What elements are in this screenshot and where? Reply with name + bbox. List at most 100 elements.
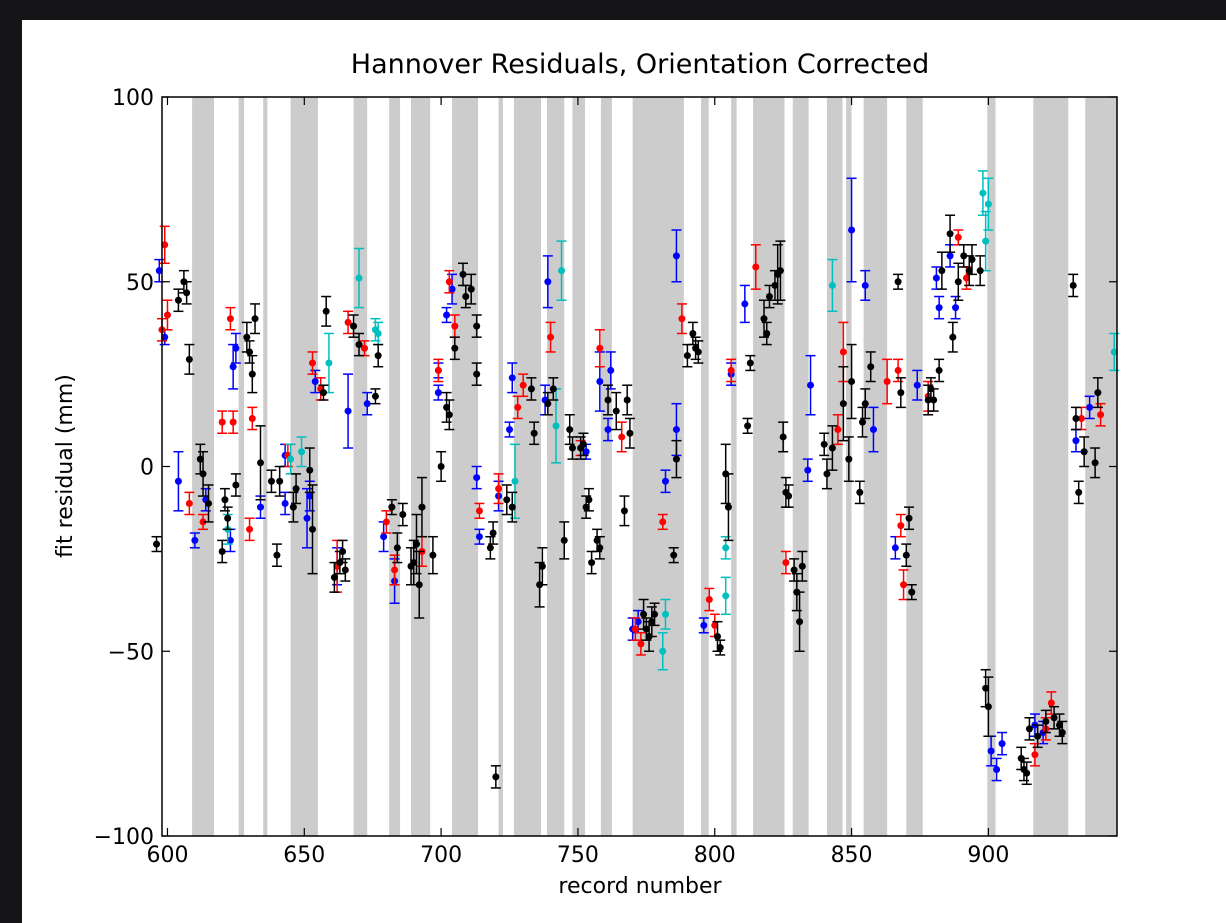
data-point — [954, 278, 962, 286]
y-tick-label: −100 — [94, 825, 154, 850]
data-point — [620, 507, 628, 515]
data-point — [267, 477, 275, 485]
data-point — [804, 466, 812, 474]
shaded-span — [792, 97, 809, 836]
data-point — [174, 477, 182, 485]
data-point — [960, 252, 968, 260]
y-tick-label: −50 — [108, 640, 154, 665]
data-point — [820, 440, 828, 448]
data-point — [257, 459, 265, 467]
data-point — [596, 544, 604, 552]
data-point — [1072, 414, 1080, 422]
data-point — [519, 381, 527, 389]
data-point — [711, 621, 719, 629]
shaded-span — [353, 97, 368, 836]
data-point — [585, 496, 593, 504]
data-point — [246, 348, 254, 356]
data-point — [251, 315, 259, 323]
data-point — [1025, 725, 1033, 733]
data-point — [226, 315, 234, 323]
data-point — [530, 429, 538, 437]
data-point — [382, 518, 390, 526]
data-point — [341, 566, 349, 574]
data-point — [371, 392, 379, 400]
data-point — [905, 514, 913, 522]
data-point — [183, 289, 191, 297]
data-point — [596, 378, 604, 386]
data-point — [727, 366, 735, 374]
shaded-span — [987, 97, 996, 836]
data-point — [161, 333, 169, 341]
data-point — [155, 267, 163, 275]
data-point — [807, 381, 815, 389]
data-point — [670, 551, 678, 559]
data-point — [306, 466, 314, 474]
data-point — [823, 470, 831, 478]
data-point — [1056, 721, 1064, 729]
data-point — [1072, 437, 1080, 445]
data-point — [596, 344, 604, 352]
data-point — [467, 285, 475, 293]
data-point — [473, 370, 481, 378]
data-point — [393, 544, 401, 552]
data-point — [648, 618, 656, 626]
data-point — [869, 426, 877, 434]
data-point — [623, 396, 631, 404]
x-tick-label: 650 — [283, 843, 325, 868]
data-point — [1050, 714, 1058, 722]
data-point — [475, 533, 483, 541]
data-point — [779, 433, 787, 441]
data-point — [475, 507, 483, 515]
data-point — [741, 300, 749, 308]
shaded-span — [906, 97, 923, 836]
data-point — [913, 381, 921, 389]
data-point — [683, 352, 691, 360]
data-point — [897, 389, 905, 397]
shaded-span — [572, 97, 586, 836]
data-point — [388, 503, 396, 511]
data-point — [462, 293, 470, 301]
y-tick-label: 50 — [126, 271, 154, 296]
data-point — [153, 540, 161, 548]
x-tick-label: 900 — [967, 843, 1009, 868]
data-point — [642, 625, 650, 633]
x-tick-label: 750 — [557, 843, 599, 868]
data-point — [1031, 751, 1039, 759]
shaded-span — [753, 97, 785, 836]
data-point — [257, 503, 265, 511]
data-point — [443, 403, 451, 411]
data-point — [678, 315, 686, 323]
data-point — [979, 189, 987, 197]
data-point — [776, 267, 784, 275]
data-point — [163, 311, 171, 319]
data-point — [935, 304, 943, 312]
data-point — [489, 529, 497, 537]
data-point — [248, 370, 256, 378]
shaded-span — [513, 97, 541, 836]
data-point — [593, 536, 601, 544]
data-point — [273, 551, 281, 559]
data-point — [845, 455, 853, 463]
data-point — [859, 418, 867, 426]
data-point — [506, 426, 514, 434]
data-point — [218, 418, 226, 426]
data-point — [765, 293, 773, 301]
data-point — [566, 426, 574, 434]
data-point — [276, 477, 284, 485]
x-tick-label: 800 — [694, 843, 736, 868]
data-point — [287, 455, 295, 463]
shaded-span — [600, 97, 612, 836]
data-point — [908, 588, 916, 596]
data-point — [588, 559, 596, 567]
x-axis-label: record number — [558, 874, 722, 899]
data-point — [626, 429, 634, 437]
data-point — [763, 329, 771, 337]
data-point — [968, 256, 976, 264]
data-point — [547, 333, 555, 341]
shaded-span — [632, 97, 684, 836]
data-point — [987, 747, 995, 755]
data-point — [796, 618, 804, 626]
data-point — [473, 322, 481, 330]
data-point — [1097, 411, 1105, 419]
